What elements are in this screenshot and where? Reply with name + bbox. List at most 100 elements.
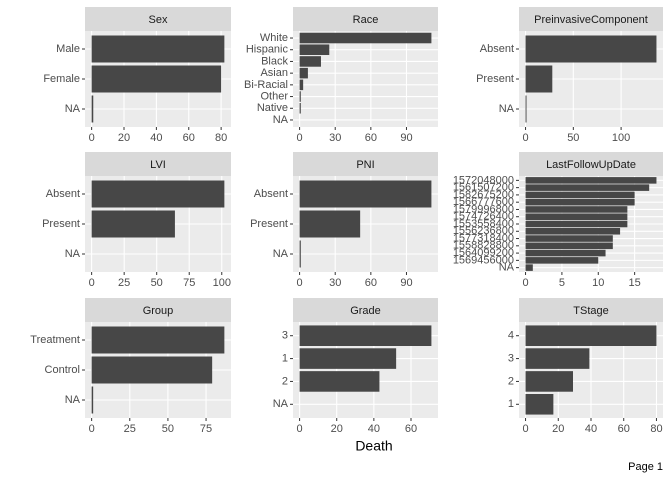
- bar: [525, 198, 635, 206]
- y-tick-label: 2: [508, 375, 514, 387]
- y-tick-label: 1553558400: [453, 218, 514, 230]
- y-tick-label: 1574726400: [453, 211, 514, 223]
- x-tick-label: 10: [592, 277, 604, 289]
- x-tick-label: 0: [522, 423, 528, 435]
- y-tick-label: 1566777600: [453, 196, 514, 208]
- bar: [525, 35, 657, 63]
- x-tick-label: 25: [124, 423, 136, 435]
- bar: [525, 177, 657, 184]
- facet-panel: LastFollowUpDate 0 5 10 15 157204800015615072…: [453, 152, 663, 289]
- bar: [525, 264, 533, 271]
- bar: [299, 44, 330, 55]
- page-footer: Page 1: [628, 461, 663, 473]
- x-tick-label: 75: [183, 277, 195, 289]
- x-tick-label: 80: [650, 423, 662, 435]
- x-tick-label: 60: [405, 423, 417, 435]
- bar: [91, 356, 213, 384]
- y-tick-label: 1569456000: [453, 254, 514, 266]
- bar: [525, 371, 573, 392]
- bar: [299, 240, 301, 268]
- x-tick-label: 20: [118, 132, 130, 144]
- y-tick-label: NA: [273, 248, 289, 260]
- y-tick-label: Asian: [260, 67, 288, 79]
- bar: [299, 348, 397, 369]
- x-tick-label: 50: [567, 132, 579, 144]
- x-tick-label: 75: [200, 423, 212, 435]
- strip: [85, 152, 231, 176]
- y-tick-label: Hispanic: [246, 44, 289, 56]
- x-tick-label: 0: [297, 277, 303, 289]
- strip-title: TStage: [573, 305, 608, 317]
- y-tick-label: 3: [282, 330, 288, 342]
- x-tick-label: 0: [522, 277, 528, 289]
- x-tick-label: 50: [151, 277, 163, 289]
- bar: [525, 235, 613, 242]
- y-tick-label: 4: [508, 330, 514, 342]
- bar: [525, 65, 553, 93]
- bar: [299, 56, 321, 67]
- y-tick-label: 3: [508, 352, 514, 364]
- x-tick-label: 90: [400, 132, 412, 144]
- strip: [293, 7, 438, 31]
- y-tick-label: Other: [260, 90, 288, 102]
- bar: [525, 257, 599, 264]
- y-tick-label: 2: [282, 375, 288, 387]
- facet-panel: PreinvasiveComponent 0 50 100 Absent Present N…: [476, 7, 663, 144]
- strip-title: Grade: [350, 305, 381, 317]
- y-tick-label: Bi-Racial: [244, 79, 288, 91]
- x-tick-label: 50: [162, 423, 174, 435]
- bar: [299, 103, 301, 114]
- y-tick-label: Absent: [46, 188, 80, 200]
- strip: [85, 298, 231, 322]
- bar: [91, 210, 175, 238]
- strip-title: LastFollowUpDate: [546, 159, 636, 171]
- x-tick-label: 100: [213, 277, 231, 289]
- y-tick-label: 1556236800: [453, 225, 514, 237]
- facet-panel: Race 0 30 60 90 WhiteHispanicBlackAsianBi-Rac…: [244, 7, 438, 144]
- bar: [525, 220, 628, 228]
- y-tick-label: Absent: [480, 43, 514, 55]
- y-tick-label: 1579996800: [453, 203, 514, 215]
- y-tick-label: 1561507200: [453, 182, 514, 194]
- x-tick-label: 15: [629, 277, 641, 289]
- x-tick-label: 100: [612, 132, 630, 144]
- x-tick-label: 25: [118, 277, 130, 289]
- y-tick-label: Male: [56, 43, 80, 55]
- bar: [299, 32, 432, 44]
- y-tick-label: Treatment: [30, 334, 80, 346]
- facet-panel: Sex 0 20 40 60 80 Male Female NA: [43, 7, 231, 144]
- strip: [519, 298, 663, 322]
- x-tick-label: 60: [183, 132, 195, 144]
- y-tick-label: Control: [45, 364, 80, 376]
- x-tick-label: 40: [150, 132, 162, 144]
- x-tick-label: 5: [559, 277, 565, 289]
- strip-title: Race: [353, 14, 379, 26]
- bar: [525, 213, 628, 220]
- x-tick-label: 0: [89, 423, 95, 435]
- facet-panel: PNI 0 30 60 90 Absent Present NA: [250, 152, 438, 289]
- y-tick-label: 1: [508, 398, 514, 410]
- y-tick-label: NA: [499, 103, 515, 115]
- y-tick-label: White: [260, 32, 288, 44]
- bar: [525, 348, 590, 369]
- bar: [299, 67, 308, 79]
- facet-panel: TStage 0 20 40 60 80 4 3 2 1: [508, 298, 663, 435]
- x-tick-label: 0: [297, 132, 303, 144]
- x-tick-label: 0: [522, 132, 528, 144]
- x-tick-label: 0: [89, 277, 95, 289]
- bar: [299, 210, 361, 238]
- y-tick-label: Female: [43, 73, 80, 85]
- x-tick-label: 60: [365, 277, 377, 289]
- strip-title: Group: [143, 305, 174, 317]
- facet-panel: Group 0 25 50 75 Treatment Control NA: [30, 298, 231, 435]
- strip-title: LVI: [150, 159, 166, 171]
- y-tick-label: NA: [65, 248, 81, 260]
- bar: [525, 228, 621, 235]
- x-tick-label: 30: [329, 132, 341, 144]
- x-tick-label: 40: [585, 423, 597, 435]
- bar: [91, 386, 94, 414]
- y-tick-label: 1572048000: [453, 174, 514, 186]
- x-tick-label: 80: [215, 132, 227, 144]
- strip-title: PreinvasiveComponent: [534, 14, 648, 26]
